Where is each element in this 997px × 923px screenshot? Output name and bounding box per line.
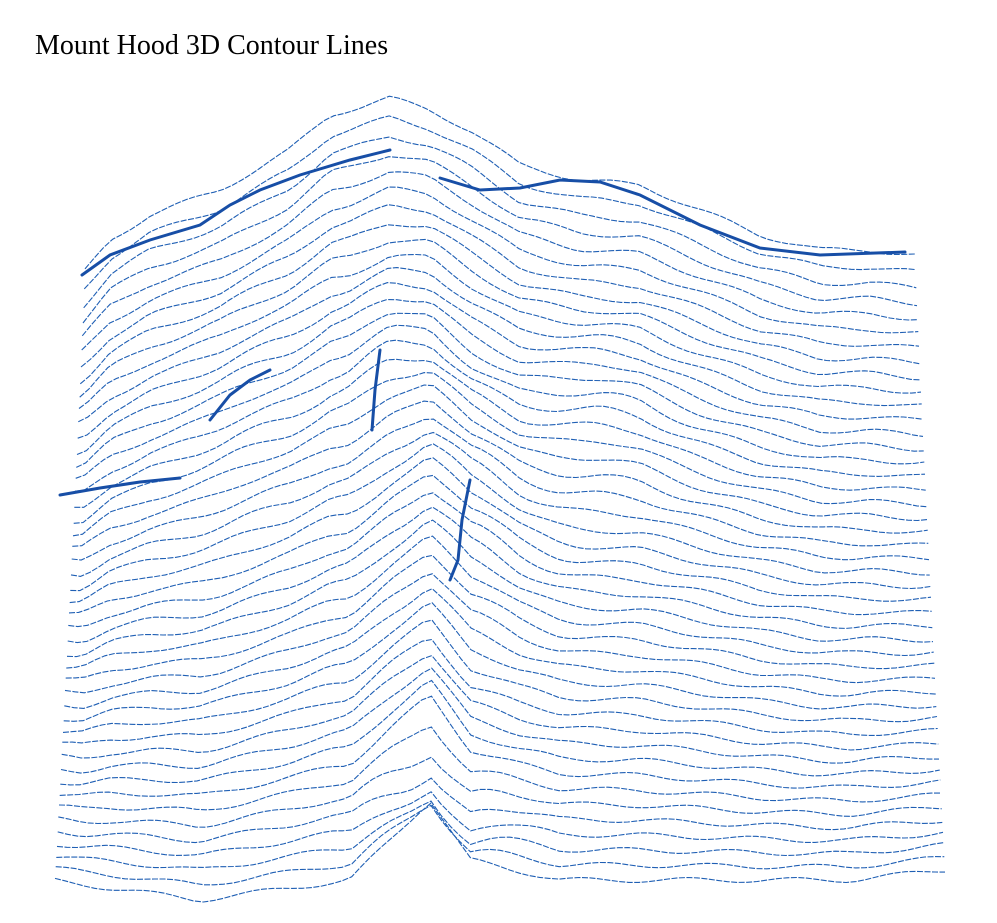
ridge-line bbox=[438, 176, 907, 257]
chart-title: Mount Hood 3D Contour Lines bbox=[35, 30, 389, 61]
contour-line bbox=[83, 115, 916, 290]
contour-line bbox=[82, 156, 918, 324]
contour-line bbox=[70, 431, 930, 577]
contour-line bbox=[71, 418, 929, 561]
contour-line bbox=[74, 358, 926, 508]
ridge-line bbox=[208, 368, 272, 422]
contour-line bbox=[78, 267, 922, 423]
contour-line bbox=[64, 588, 936, 709]
contour-line bbox=[60, 667, 939, 774]
contour-line bbox=[66, 519, 934, 658]
contour-line bbox=[72, 384, 928, 537]
contour-line bbox=[62, 638, 938, 744]
contour-line bbox=[77, 282, 923, 439]
contour-line bbox=[80, 204, 920, 368]
contour-line bbox=[55, 804, 945, 886]
contour-line bbox=[72, 400, 928, 547]
contour-line bbox=[70, 443, 930, 592]
ridge-line bbox=[370, 348, 382, 432]
ridge-lines bbox=[58, 148, 907, 582]
contour-line bbox=[62, 619, 938, 733]
contour-line bbox=[58, 756, 942, 828]
contour-line bbox=[57, 777, 943, 844]
contour-line bbox=[75, 324, 925, 479]
ridge-line bbox=[80, 148, 392, 277]
contour-line bbox=[58, 726, 941, 811]
contour-line bbox=[78, 253, 922, 409]
contour-line bbox=[68, 492, 932, 628]
contour-line bbox=[54, 802, 946, 903]
ridge-line bbox=[58, 476, 182, 497]
contour-line bbox=[59, 695, 941, 797]
contour-lines bbox=[54, 95, 946, 903]
contour-line bbox=[79, 238, 921, 398]
contour-line bbox=[56, 791, 944, 856]
contour-line bbox=[74, 339, 926, 492]
contour-line bbox=[63, 602, 937, 722]
contour-line bbox=[81, 186, 919, 351]
contour-line bbox=[79, 224, 920, 385]
contour-line bbox=[60, 679, 940, 786]
contour-line bbox=[65, 554, 935, 679]
contour-line bbox=[73, 372, 927, 524]
contour-line bbox=[66, 535, 934, 669]
contour-line bbox=[56, 800, 944, 869]
contour-line bbox=[83, 136, 917, 309]
contour-line bbox=[81, 171, 918, 337]
contour-line bbox=[69, 457, 931, 604]
contour-line bbox=[68, 474, 932, 614]
contour-line bbox=[67, 506, 933, 644]
contour-line bbox=[76, 298, 924, 456]
contour-line bbox=[61, 654, 939, 759]
contour-line bbox=[76, 312, 924, 468]
ridge-line bbox=[448, 478, 472, 582]
contour-line bbox=[64, 573, 936, 694]
contour-line bbox=[84, 95, 916, 270]
